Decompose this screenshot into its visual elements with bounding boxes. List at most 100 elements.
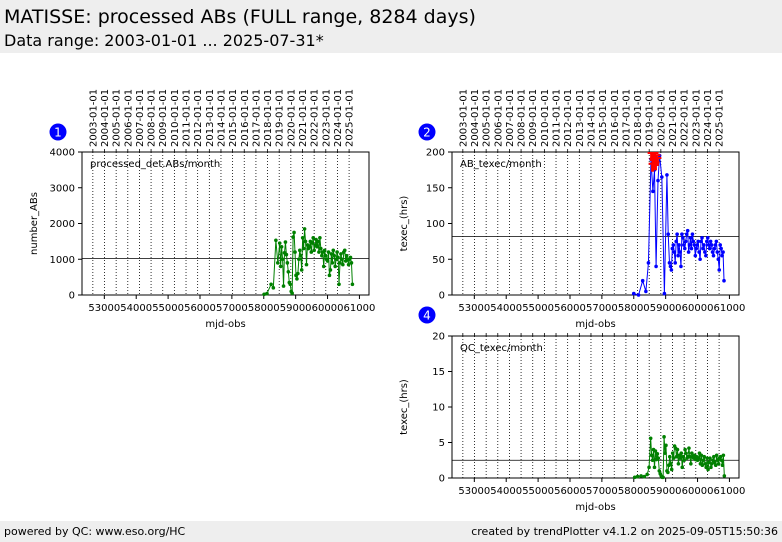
page-title: MATISSE: processed ABs (FULL range, 8284… bbox=[4, 6, 476, 28]
data-point bbox=[307, 244, 312, 249]
data-point bbox=[705, 456, 709, 460]
y-tick-label: 100 bbox=[426, 219, 445, 230]
data-point bbox=[673, 261, 678, 265]
x-tick-label: 61000 bbox=[344, 303, 376, 314]
data-point bbox=[664, 443, 668, 448]
y-tick-label: 1000 bbox=[50, 255, 75, 266]
data-point bbox=[318, 236, 322, 240]
x-tick-label: 60000 bbox=[682, 486, 714, 497]
data-point bbox=[342, 248, 347, 253]
data-point bbox=[721, 250, 725, 254]
x-tick-label: 57000 bbox=[586, 486, 618, 497]
year-tick-label: 2017-01-01 bbox=[251, 89, 262, 147]
data-point bbox=[635, 474, 640, 479]
data-point bbox=[656, 456, 661, 460]
data-point bbox=[668, 462, 673, 466]
data-point bbox=[706, 243, 711, 247]
data-point bbox=[650, 458, 655, 463]
data-point bbox=[631, 291, 636, 296]
data-point bbox=[651, 189, 655, 194]
data-point bbox=[662, 435, 666, 439]
data-point bbox=[700, 463, 705, 468]
data-point bbox=[686, 250, 691, 254]
data-point bbox=[644, 289, 648, 294]
data-point bbox=[719, 458, 724, 463]
data-point bbox=[684, 451, 688, 455]
footer-powered-by: powered by QC: www.eso.org/HC bbox=[4, 525, 186, 538]
data-point bbox=[330, 261, 335, 265]
panel-number-badge bbox=[49, 123, 67, 141]
data-point bbox=[672, 250, 677, 254]
year-tick-label: 2008-01-01 bbox=[147, 89, 158, 147]
data-point bbox=[671, 456, 676, 460]
data-point bbox=[702, 243, 706, 247]
x-tick-label: 61000 bbox=[714, 486, 746, 497]
year-tick-label: 2003-01-01 bbox=[88, 89, 99, 147]
data-point bbox=[701, 458, 706, 463]
y-axis-label: texec_(hrs) bbox=[399, 379, 410, 435]
data-point bbox=[665, 173, 669, 177]
year-tick-label: 2004-01-01 bbox=[470, 89, 481, 147]
data-point bbox=[329, 252, 334, 256]
data-point bbox=[304, 262, 309, 267]
page-header: MATISSE: processed ABs (FULL range, 8284… bbox=[0, 0, 782, 53]
data-point bbox=[646, 261, 651, 265]
panel-number-badge bbox=[418, 123, 436, 141]
year-tick-label: 2009-01-01 bbox=[158, 89, 169, 147]
x-tick-label: 57000 bbox=[586, 303, 618, 314]
data-point bbox=[710, 462, 714, 466]
data-point bbox=[639, 474, 643, 478]
data-point bbox=[297, 257, 301, 262]
data-point bbox=[694, 246, 699, 251]
data-point bbox=[682, 458, 686, 463]
page-subtitle: Data range: 2003-01-01 ... 2025-07-31* bbox=[4, 31, 324, 50]
data-point bbox=[720, 463, 725, 468]
year-tick-label: 2013-01-01 bbox=[205, 89, 216, 147]
data-point bbox=[717, 268, 722, 272]
data-point bbox=[699, 239, 703, 244]
data-point bbox=[300, 236, 305, 240]
data-point bbox=[660, 175, 664, 179]
data-point bbox=[706, 467, 710, 472]
data-point bbox=[715, 250, 720, 254]
year-tick-label: 2004-01-01 bbox=[100, 89, 111, 147]
data-point bbox=[262, 292, 266, 297]
data-point bbox=[328, 268, 333, 272]
data-point bbox=[337, 282, 341, 287]
data-point bbox=[652, 465, 657, 470]
data-point bbox=[666, 470, 670, 475]
data-point bbox=[346, 262, 351, 267]
data-point bbox=[645, 472, 649, 477]
x-tick-label: 58000 bbox=[248, 303, 280, 314]
data-point bbox=[709, 243, 714, 247]
data-point bbox=[310, 241, 315, 245]
data-point bbox=[269, 282, 273, 287]
data-point bbox=[707, 460, 711, 465]
data-point bbox=[670, 246, 675, 251]
panel-number-label: 1 bbox=[54, 126, 62, 140]
x-tick-label: 55000 bbox=[522, 303, 554, 314]
plot-annotation: AB_texec/month bbox=[460, 159, 542, 170]
data-point bbox=[655, 452, 660, 456]
data-point bbox=[283, 240, 288, 244]
data-point bbox=[716, 462, 721, 466]
data-point bbox=[315, 244, 319, 249]
data-point bbox=[323, 253, 328, 258]
data-point bbox=[322, 248, 327, 253]
data-point bbox=[703, 250, 707, 254]
year-tick-label: 2020-01-01 bbox=[656, 89, 667, 147]
data-point bbox=[640, 278, 645, 283]
plot-frame bbox=[451, 151, 740, 296]
x-tick-label: 56000 bbox=[184, 303, 216, 314]
year-tick-label: 2008-01-01 bbox=[517, 89, 528, 147]
y-tick-label: 0 bbox=[439, 291, 445, 302]
year-tick-label: 2010-01-01 bbox=[170, 89, 181, 147]
year-tick-label: 2024-01-01 bbox=[333, 89, 344, 147]
data-point bbox=[668, 264, 673, 269]
data-point bbox=[336, 255, 340, 260]
y-tick-label: 20 bbox=[432, 332, 445, 343]
year-tick-label: 2025-01-01 bbox=[345, 89, 356, 147]
x-tick-label: 56000 bbox=[554, 303, 586, 314]
panel-number-badge bbox=[418, 306, 436, 324]
chart-panel-4: 53000 54000 55000 56000 57000 58000 59000 60000… bbox=[399, 306, 746, 513]
